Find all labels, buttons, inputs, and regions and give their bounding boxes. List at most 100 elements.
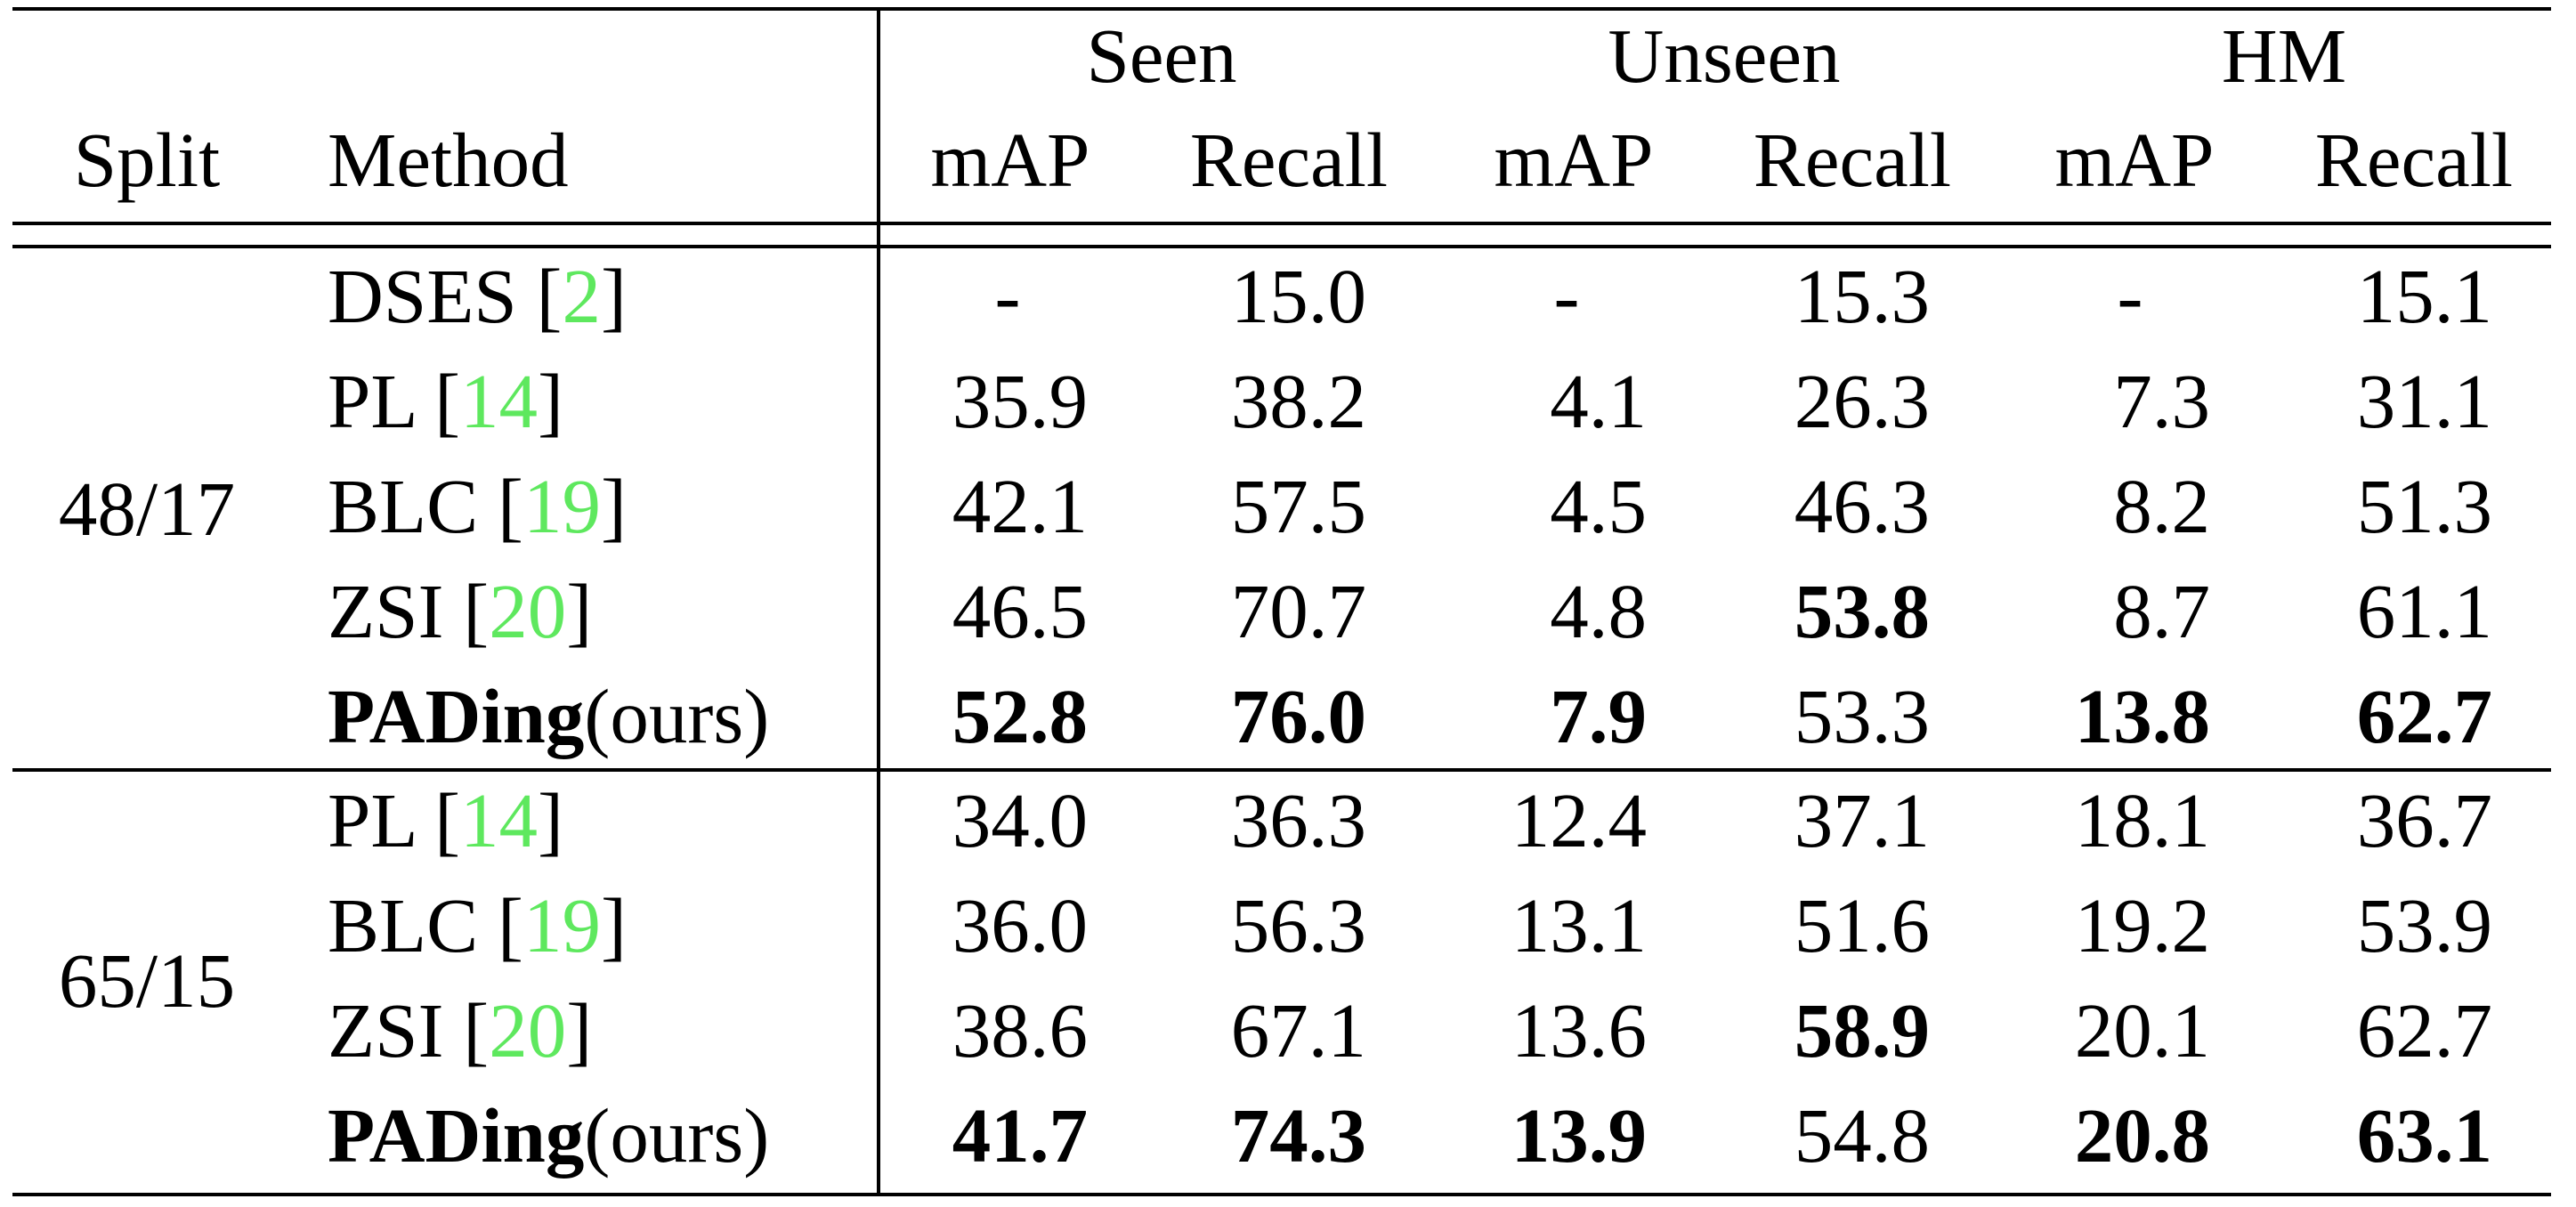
citation-link[interactable]: 20 [489, 987, 567, 1073]
unseen-map-header: mAP [1494, 117, 1654, 203]
table-cell: 76.0 [1230, 673, 1366, 759]
table-cell: 38.2 [1230, 358, 1366, 444]
citation-link[interactable]: 20 [489, 568, 567, 654]
method-name: ZSI [328, 987, 444, 1073]
table-cell: 56.3 [1230, 882, 1366, 968]
table-cell: - [994, 253, 1021, 339]
citation-link[interactable]: 2 [562, 253, 601, 339]
table-cell: 51.6 [1794, 882, 1930, 968]
method-cell: DSES [2] [328, 243, 627, 350]
citation-link[interactable]: 19 [522, 463, 601, 549]
method-cell: ZSI [20] [328, 977, 592, 1084]
table-cell: 46.5 [952, 568, 1088, 654]
method-suffix: (ours) [584, 673, 770, 759]
table-cell: 7.3 [2113, 358, 2210, 444]
table-cell: 36.3 [1230, 777, 1366, 863]
citation-close-bracket: ] [600, 463, 627, 549]
method-cell: PL [14] [328, 767, 563, 874]
table-cell: 13.6 [1511, 987, 1647, 1073]
table-cell: 61.1 [2356, 568, 2492, 654]
table-cell: 19.2 [2074, 882, 2210, 968]
citation-close-bracket: ] [538, 358, 564, 444]
table-cell: 38.6 [952, 987, 1088, 1073]
table-cell: 74.3 [1230, 1092, 1366, 1179]
method-name: PL [328, 777, 416, 863]
table-cell: 8.7 [2113, 568, 2210, 654]
citation-close-bracket: ] [566, 987, 593, 1073]
table-cell: 53.9 [2356, 882, 2492, 968]
citation-open-bracket: [ [463, 568, 490, 654]
table-cell: 36.7 [2356, 777, 2492, 863]
table-cell: 51.3 [2356, 463, 2492, 549]
citation-link[interactable]: 14 [460, 777, 539, 863]
citation-close-bracket: ] [600, 253, 627, 339]
seen-recall-header: Recall [1189, 117, 1389, 203]
method-name: PADing [328, 1092, 585, 1179]
method-name: BLC [328, 463, 479, 549]
table-cell: 12.4 [1511, 777, 1647, 863]
table-cell: 34.0 [952, 777, 1088, 863]
method-name: PADing [328, 673, 585, 759]
table-cell: 7.9 [1550, 673, 1647, 759]
group-seen-label: Seen [1086, 12, 1237, 99]
table-cell: 15.3 [1794, 253, 1930, 339]
citation-open-bracket: [ [497, 882, 523, 968]
method-cell: PADing(ours) [328, 663, 769, 770]
citation-open-bracket: [ [497, 463, 523, 549]
table-cell: 36.0 [952, 882, 1088, 968]
table-cell: 54.8 [1794, 1092, 1930, 1179]
table-cell: 20.8 [2074, 1092, 2210, 1179]
table-cell: 15.1 [2356, 253, 2492, 339]
table-cell: 31.1 [2356, 358, 2492, 444]
method-cell: PADing(ours) [328, 1082, 769, 1189]
table-cell: 62.7 [2356, 673, 2492, 759]
table-cell: 67.1 [1230, 987, 1366, 1073]
table-cell: 26.3 [1794, 358, 1930, 444]
table-cell: 13.9 [1511, 1092, 1647, 1179]
method-name: DSES [328, 253, 517, 339]
method-name: PL [328, 358, 416, 444]
table-cell: 4.8 [1550, 568, 1647, 654]
table-cell: 70.7 [1230, 568, 1366, 654]
table-cell: 53.3 [1794, 673, 1930, 759]
citation-link[interactable]: 19 [522, 882, 601, 968]
table-cell: 20.1 [2074, 987, 2210, 1073]
method-cell: ZSI [20] [328, 558, 592, 665]
top-rule [12, 7, 2551, 11]
table-cell: 4.5 [1550, 463, 1647, 549]
table-cell: 13.8 [2074, 673, 2210, 759]
method-name: ZSI [328, 568, 444, 654]
split-label-48-17: 48/17 [58, 466, 236, 552]
table-cell: 15.0 [1230, 253, 1366, 339]
hm-map-header: mAP [2054, 117, 2215, 203]
method-cell: PL [14] [328, 348, 563, 455]
table-cell: 62.7 [2356, 987, 2492, 1073]
citation-link[interactable]: 14 [460, 358, 539, 444]
split-label-65-15: 65/15 [58, 937, 236, 1024]
citation-open-bracket: [ [434, 358, 461, 444]
column-divider [877, 7, 880, 1196]
citation-close-bracket: ] [600, 882, 627, 968]
table-cell: 41.7 [952, 1092, 1088, 1179]
table-cell: - [1553, 253, 1580, 339]
header-rule-1 [12, 222, 2551, 225]
split-rule [12, 768, 2551, 772]
table-cell: 42.1 [952, 463, 1088, 549]
citation-open-bracket: [ [463, 987, 490, 1073]
hm-recall-header: Recall [2314, 117, 2514, 203]
group-hm-label: HM [2221, 12, 2347, 99]
method-cell: BLC [19] [328, 453, 627, 560]
table-cell: 58.9 [1794, 987, 1930, 1073]
split-header: Split [73, 117, 221, 203]
citation-close-bracket: ] [538, 777, 564, 863]
table-cell: 37.1 [1794, 777, 1930, 863]
table-cell: 13.1 [1511, 882, 1647, 968]
citation-close-bracket: ] [566, 568, 593, 654]
method-header: Method [328, 117, 569, 203]
table-cell: 53.8 [1794, 568, 1930, 654]
method-suffix: (ours) [584, 1092, 770, 1179]
citation-open-bracket: [ [434, 777, 461, 863]
table-cell: - [2117, 253, 2143, 339]
table-cell: 57.5 [1230, 463, 1366, 549]
table-cell: 46.3 [1794, 463, 1930, 549]
